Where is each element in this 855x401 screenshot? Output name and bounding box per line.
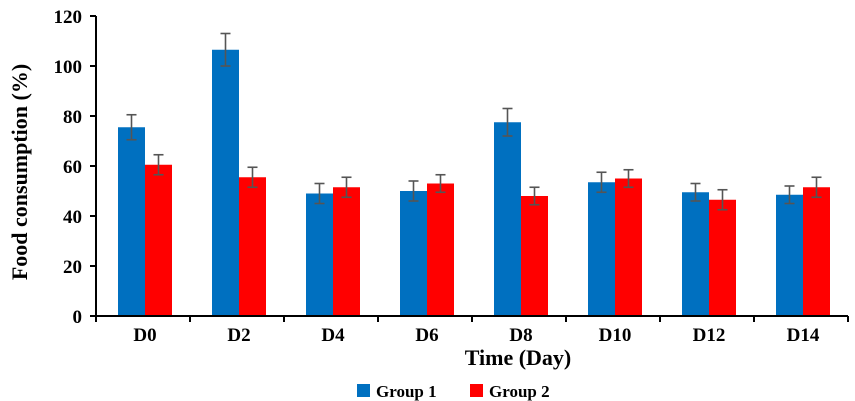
- x-tick-label-d2: D2: [227, 325, 250, 346]
- error-bar-1-d14: [784, 185, 795, 205]
- y-tick-label: 120: [54, 7, 83, 28]
- legend-swatch: [470, 384, 483, 397]
- bar-1-d12: [682, 192, 709, 316]
- y-tick-label: 40: [63, 207, 82, 228]
- x-tick-label-d14: D14: [787, 325, 820, 346]
- x-tick-label-d6: D6: [415, 325, 438, 346]
- x-tick-label-d8: D8: [509, 325, 532, 346]
- error-bar-2-d6: [435, 173, 446, 194]
- error-bar-2-d8: [529, 186, 540, 206]
- error-bar-1-d6: [408, 180, 419, 202]
- bar-2-d0: [145, 164, 172, 316]
- x-tick-label-d4: D4: [321, 325, 345, 346]
- error-bar-2-d12: [717, 188, 728, 211]
- bar-1-d0: [118, 127, 145, 316]
- error-bar-1-d0: [126, 113, 137, 141]
- legend-item-1: Group 1: [357, 382, 437, 401]
- legend-swatch: [357, 384, 370, 397]
- bar-1-d4: [306, 193, 333, 316]
- error-bar-1-d2: [220, 32, 231, 67]
- bar-2-d8: [521, 196, 548, 316]
- x-axis-title: Time (Day): [465, 345, 572, 370]
- bar-1-d2: [212, 49, 239, 316]
- error-bar-1-d8: [502, 107, 513, 137]
- y-tick-label: 100: [54, 57, 83, 78]
- bar-2-d6: [427, 183, 454, 316]
- bars-layer: [118, 49, 830, 316]
- error-bars-layer: [126, 32, 822, 211]
- error-bar-2-d10: [623, 168, 634, 189]
- bar-1-d14: [776, 194, 803, 316]
- legend-label: Group 1: [376, 382, 437, 401]
- y-tick-label: 80: [63, 107, 82, 128]
- bar-2-d4: [333, 187, 360, 316]
- error-bar-1-d12: [690, 182, 701, 202]
- bar-1-d10: [588, 182, 615, 316]
- legend-item-2: Group 2: [470, 382, 550, 401]
- x-tick-label-d0: D0: [133, 325, 156, 346]
- bar-1-d6: [400, 191, 427, 316]
- x-tick-label-d12: D12: [693, 325, 726, 346]
- y-tick-label: 0: [73, 307, 83, 328]
- error-bar-1-d10: [596, 171, 607, 194]
- error-bar-2-d2: [247, 166, 258, 189]
- bar-2-d2: [239, 177, 266, 316]
- y-axis-title: Food consumption (%): [7, 64, 32, 280]
- x-ticks-layer: D0 D2 D4 D6 D8 D10 D12 D14: [95, 316, 849, 346]
- bar-2-d10: [615, 178, 642, 316]
- bar-1-d8: [494, 122, 521, 316]
- x-tick-label-d10: D10: [599, 325, 632, 346]
- legend: Group 1 Group 2: [357, 382, 550, 401]
- legend-label: Group 2: [489, 382, 550, 401]
- y-tick-label: 20: [63, 257, 82, 278]
- error-bar-2-d0: [153, 153, 164, 176]
- y-ticks-layer: 0 20 40 60 80 100 120: [54, 7, 96, 328]
- error-bar-1-d4: [314, 182, 325, 205]
- error-bar-2-d4: [341, 176, 352, 199]
- bar-2-d14: [803, 187, 830, 316]
- bar-2-d12: [709, 199, 736, 316]
- y-tick-label: 60: [63, 157, 82, 178]
- error-bar-2-d14: [811, 176, 822, 199]
